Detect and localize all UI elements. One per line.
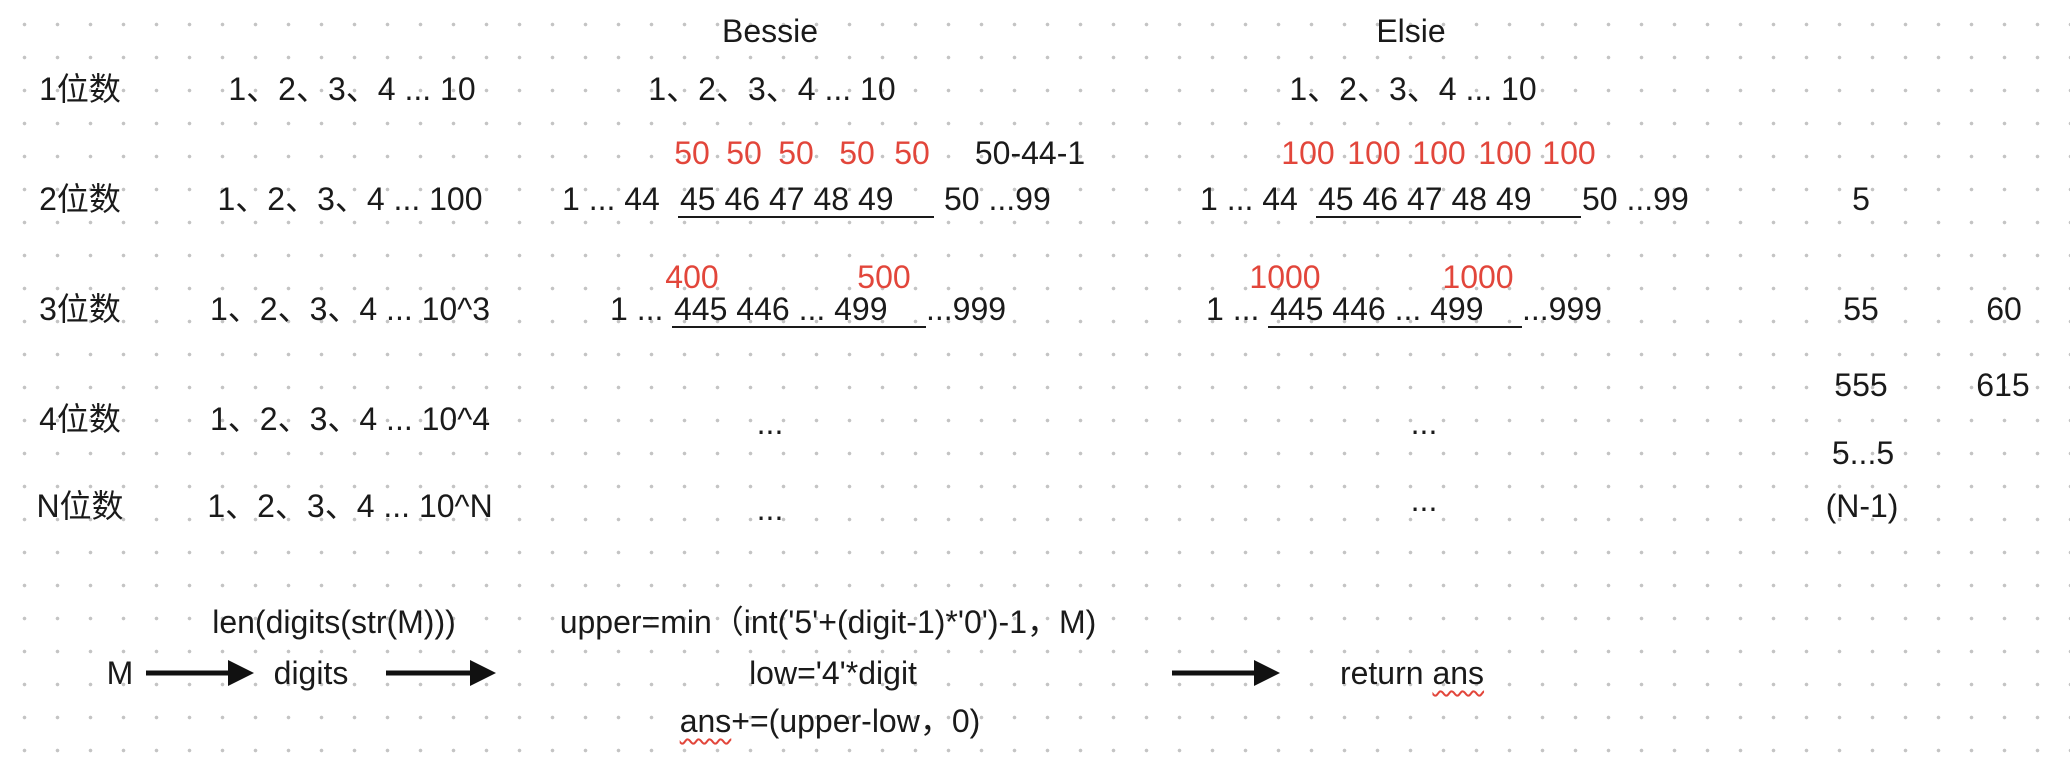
bessie-row2-under: 45 46 47 48 49 — [680, 181, 894, 217]
flow-step2-line3: ans+=(upper-low，0) — [680, 705, 981, 737]
bessie-row2-red-5: 50 — [894, 135, 930, 171]
flow-result-ans: ans — [1432, 655, 1485, 691]
range-2: 1、2、3、4 ... 100 — [217, 181, 483, 217]
bessie-row3-suffix: ...999 — [926, 291, 1007, 327]
header-elsie: Elsie — [1376, 13, 1446, 49]
range-3: 1、2、3、4 ... 10^3 — [209, 291, 491, 327]
elsie-row2-red-1: 100 — [1281, 135, 1335, 171]
elsie-row2-red-5: 100 — [1542, 135, 1596, 171]
bessie-row2-red-3: 50 — [778, 135, 814, 171]
range-1: 1、2、3、4 ... 10 — [228, 71, 476, 107]
bessie-row1: 1、2、3、4 ... 10 — [648, 71, 896, 107]
count-col2-1: 60 — [1986, 291, 2022, 327]
elsie-row2-underline — [1316, 216, 1581, 218]
range-5: 1、2、3、4 ... 10^N — [207, 488, 493, 524]
flow-step1-label: len(digits(str(M))) — [212, 604, 456, 640]
flow-step2-line3-rest: +=(upper-low，0) — [731, 703, 981, 739]
flow-result: return ans — [1340, 657, 1484, 689]
elsie-row4-ellipsis: ... — [1410, 405, 1438, 441]
elsie-row5-ellipsis: ... — [1410, 482, 1438, 518]
elsie-row3-suffix: ...999 — [1522, 291, 1603, 327]
bessie-row3-red-2: 500 — [857, 259, 911, 295]
elsie-row2-red-3: 100 — [1412, 135, 1466, 171]
count-col1-4: 5...5 — [1831, 435, 1895, 471]
elsie-row2-red-4: 100 — [1478, 135, 1532, 171]
flow-step2-line3-ans: ans — [679, 703, 732, 739]
bessie-row3-under: 445 446 ... 499 — [674, 291, 888, 327]
bessie-row2-red-2: 50 — [726, 135, 762, 171]
elsie-row2-red-2: 100 — [1347, 135, 1401, 171]
row-label-4: 4位数 — [39, 401, 121, 437]
elsie-row3-red-1: 1000 — [1249, 259, 1321, 295]
count-col1-3: 555 — [1834, 367, 1888, 403]
elsie-row3-under: 445 446 ... 499 — [1270, 291, 1484, 327]
count-col2-2: 615 — [1976, 367, 2030, 403]
row-label-5: N位数 — [36, 488, 124, 524]
bessie-row5-ellipsis: ... — [756, 491, 784, 527]
bessie-row3-underline — [672, 326, 926, 328]
row-label-3: 3位数 — [39, 291, 121, 327]
elsie-row2-suffix: 50 ...99 — [1582, 181, 1689, 217]
flow-result-keyword: return — [1339, 655, 1433, 691]
arrow-1-head — [228, 660, 254, 686]
count-col1-1: 5 — [1852, 181, 1870, 217]
row-label-1: 1位数 — [39, 71, 121, 107]
bessie-row2-suffix: 50 ...99 — [944, 181, 1051, 217]
bessie-row2-red-1: 50 — [674, 135, 710, 171]
count-col1-2: 55 — [1843, 291, 1879, 327]
elsie-row2-prefix: 1 ... 44 — [1200, 181, 1298, 217]
bessie-row2-prefix: 1 ... 44 — [562, 181, 660, 217]
row-label-2: 2位数 — [39, 181, 121, 217]
flow-step1-output: digits — [273, 655, 349, 691]
count-col1-5: (N-1) — [1825, 488, 1899, 524]
bessie-row3-prefix: 1 ... — [610, 291, 664, 327]
bessie-row4-ellipsis: ... — [756, 405, 784, 441]
elsie-row2-under: 45 46 47 48 49 — [1318, 181, 1532, 217]
arrow-3-head — [1254, 660, 1280, 686]
elsie-row1: 1、2、3、4 ... 10 — [1289, 71, 1537, 107]
bessie-row2-calc: 50-44-1 — [974, 135, 1086, 171]
flow-input: M — [106, 655, 134, 691]
header-bessie: Bessie — [721, 13, 819, 49]
elsie-row3-prefix: 1 ... — [1206, 291, 1260, 327]
elsie-row3-red-2: 1000 — [1442, 259, 1514, 295]
elsie-row3-underline — [1268, 326, 1522, 328]
bessie-row3-red-1: 400 — [665, 259, 719, 295]
bessie-row2-red-4: 50 — [839, 135, 875, 171]
arrow-2-head — [470, 660, 496, 686]
range-4: 1、2、3、4 ... 10^4 — [209, 401, 491, 437]
flow-step2-line1: upper=min（int('5'+(digit-1)*'0')-1，M) — [559, 604, 1097, 640]
flow-step2-line2: low='4'*digit — [749, 655, 917, 691]
bessie-row2-underline — [678, 216, 934, 218]
